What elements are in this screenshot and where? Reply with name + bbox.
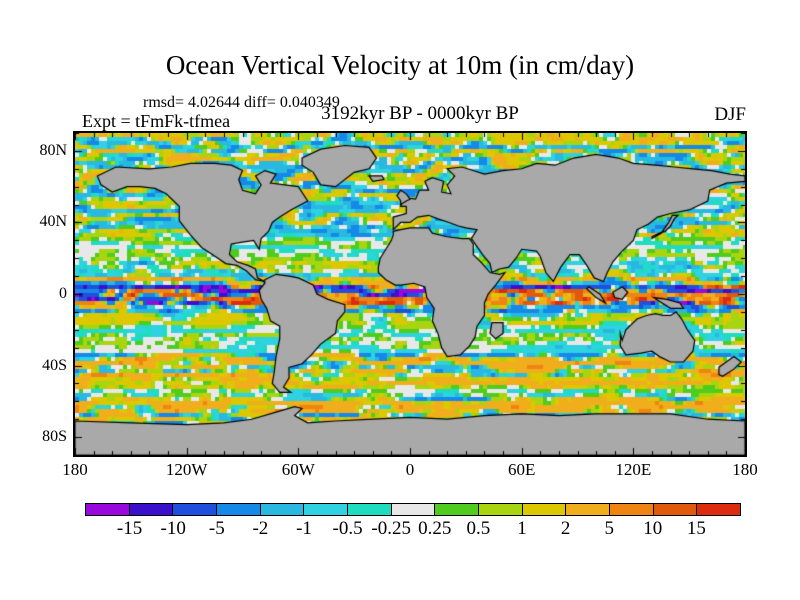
colorbar-tick-label: 15	[686, 518, 706, 539]
colorbar-tick-label: -15	[116, 518, 143, 539]
colorbar-segment	[304, 504, 349, 515]
colorbar-tick-label: 0.5	[466, 518, 491, 539]
colorbar-tick-label: -5	[208, 518, 225, 539]
colorbar-segment	[435, 504, 480, 515]
colorbar-segment	[86, 504, 130, 515]
x-tick-label: 120W	[165, 460, 208, 479]
stats-line: rmsd= 4.02644 diff= 0.040349	[143, 94, 340, 111]
colorbar-tick-label: -2	[252, 518, 269, 539]
colorbar-segment	[610, 504, 654, 515]
colorbar-tick-label: 2	[560, 518, 571, 539]
colorbar-tick-label: -1	[296, 518, 312, 539]
colorbar-tick-label: 10	[643, 518, 663, 539]
colorbar-tick-label: -10	[160, 518, 186, 539]
x-tick-label: 180	[62, 460, 88, 479]
x-tick-label: 0	[405, 460, 415, 479]
y-tick-label: 80S	[42, 428, 67, 446]
colorbar-segment	[522, 504, 567, 515]
colorbar-tick-label: 5	[604, 518, 614, 539]
colorbar-segment	[260, 504, 305, 515]
y-tick-label: 0	[59, 285, 67, 302]
colorbar-segment	[173, 504, 218, 515]
x-tick-label: 60W	[281, 460, 315, 479]
colorbar-tick-label: -0.5	[332, 518, 363, 539]
y-tick-label: 40S	[42, 356, 67, 374]
world-map-canvas	[75, 133, 745, 455]
x-tick-label: 120E	[615, 460, 652, 479]
colorbar-segment	[129, 504, 174, 515]
colorbar-tick-label: 1	[517, 518, 527, 539]
colorbar-segment	[348, 504, 392, 515]
y-tick-label: 40N	[39, 213, 67, 231]
colorbar	[85, 503, 741, 516]
colorbar-tick-label: 0.25	[418, 518, 452, 539]
x-tick-label: 60E	[507, 460, 536, 479]
period-label: 3192kyr BP - 0000kyr BP	[321, 103, 519, 124]
colorbar-segment	[566, 504, 611, 515]
colorbar-segment	[479, 504, 523, 515]
map-frame	[73, 131, 747, 457]
colorbar-segment	[217, 504, 261, 515]
colorbar-segment	[653, 504, 698, 515]
y-tick-label: 80N	[39, 141, 67, 159]
experiment-label: Expt = tFmFk-tfmea	[82, 111, 231, 131]
colorbar-segment	[391, 504, 436, 515]
x-tick-label: 180	[732, 460, 758, 479]
season-label: DJF	[714, 104, 746, 125]
colorbar-tick-label: -0.25	[371, 518, 411, 539]
colorbar-segment	[697, 504, 741, 515]
chart-title: Ocean Vertical Velocity at 10m (in cm/da…	[165, 50, 635, 80]
